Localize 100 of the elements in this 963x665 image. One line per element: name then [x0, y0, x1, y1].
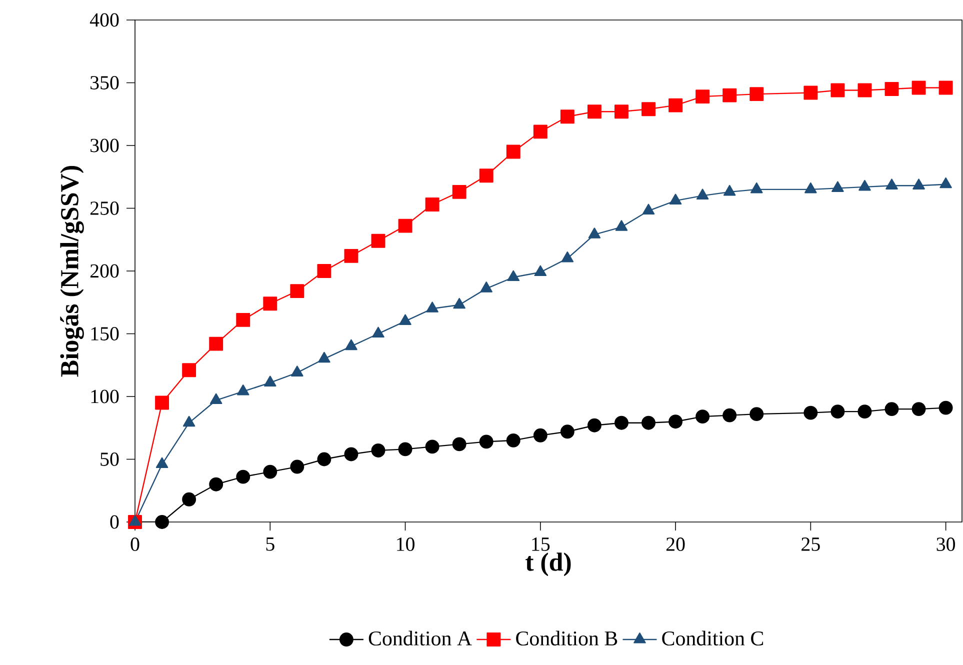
point	[507, 270, 520, 282]
x-axis-title: t (d)	[526, 552, 571, 576]
point	[938, 80, 953, 95]
point	[668, 98, 683, 112]
point	[912, 402, 926, 416]
point	[858, 404, 872, 419]
point	[182, 363, 196, 378]
point	[506, 144, 520, 159]
point	[750, 407, 764, 422]
point	[182, 416, 196, 427]
point	[372, 326, 384, 338]
y-axis-title: Biogás (Nml/gSSV)	[60, 166, 84, 377]
point	[155, 515, 170, 529]
point	[291, 366, 304, 376]
point	[723, 184, 736, 196]
x-tick-label: 20	[666, 538, 685, 551]
point	[209, 477, 224, 492]
point	[210, 393, 222, 404]
point	[642, 204, 655, 215]
point	[912, 80, 926, 95]
point	[398, 218, 412, 233]
point	[156, 457, 168, 468]
y-tick-label: 350	[90, 76, 119, 90]
point	[696, 90, 710, 104]
y-tick-label: 300	[90, 138, 119, 152]
point	[533, 124, 548, 139]
point	[506, 433, 520, 448]
point	[750, 87, 764, 102]
point	[155, 396, 170, 410]
legend-label: Condition B	[516, 630, 618, 646]
point	[452, 184, 466, 199]
x-tick-label: 15	[532, 538, 550, 551]
point	[560, 110, 574, 124]
point	[371, 443, 386, 458]
x-tick-label: 10	[397, 538, 414, 551]
point	[615, 220, 628, 231]
point	[858, 180, 871, 191]
point	[264, 376, 276, 386]
point	[128, 515, 142, 526]
point	[804, 182, 817, 194]
point	[722, 88, 737, 102]
point	[830, 83, 845, 98]
point	[696, 188, 709, 200]
point	[884, 82, 899, 96]
point	[236, 312, 250, 327]
point	[722, 408, 737, 422]
point	[886, 178, 898, 190]
point	[317, 452, 332, 466]
y-tick-label: 50	[100, 452, 119, 466]
point	[614, 104, 628, 119]
point	[480, 282, 492, 292]
point	[561, 251, 574, 262]
point	[317, 264, 332, 278]
point	[587, 104, 602, 119]
x-tick-label: 25	[802, 538, 820, 551]
point	[588, 228, 601, 238]
point	[290, 460, 304, 474]
point	[940, 177, 952, 188]
point	[669, 194, 682, 205]
point	[938, 400, 953, 415]
point	[398, 442, 412, 456]
point	[399, 314, 412, 325]
point	[453, 298, 466, 309]
y-tick-label: 250	[90, 202, 119, 215]
point	[832, 181, 844, 192]
point	[642, 102, 656, 116]
point	[236, 384, 250, 396]
point	[587, 418, 602, 432]
point	[858, 83, 872, 98]
y-tick-label: 100	[91, 390, 119, 404]
legend-label: Condition A	[368, 630, 472, 646]
point	[426, 302, 438, 312]
point	[290, 284, 304, 298]
point	[345, 339, 358, 350]
x-tick-label: 5	[266, 538, 274, 551]
point	[668, 414, 683, 429]
y-tick-label: 0	[110, 515, 119, 529]
point	[750, 182, 763, 194]
x-tick-label: 0	[130, 538, 140, 551]
point	[318, 352, 330, 363]
point	[452, 437, 466, 452]
point	[479, 434, 494, 449]
point	[182, 492, 196, 506]
point	[344, 447, 358, 462]
point	[209, 336, 224, 351]
point	[425, 198, 440, 212]
point	[236, 470, 250, 484]
point	[533, 428, 548, 442]
point	[912, 178, 925, 190]
point	[479, 168, 494, 183]
point	[534, 265, 547, 276]
point	[425, 440, 440, 454]
point	[804, 86, 818, 100]
y-tick-label: 400	[90, 13, 119, 27]
point	[560, 424, 574, 439]
point	[263, 464, 278, 479]
point	[371, 234, 386, 248]
point	[804, 406, 818, 420]
point	[263, 296, 278, 311]
point	[884, 402, 899, 416]
